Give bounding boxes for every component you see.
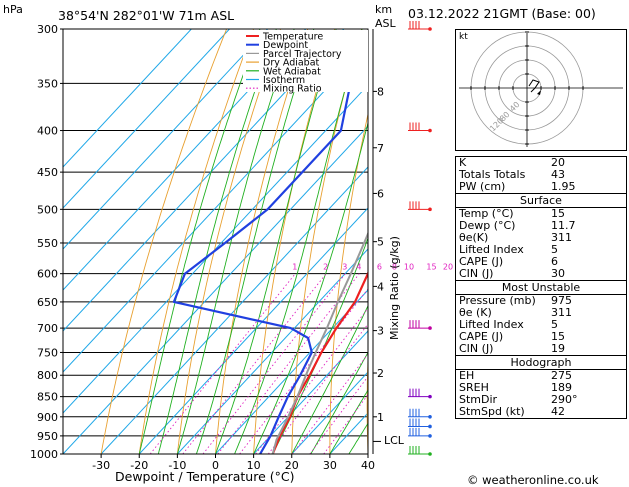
height-tick-label: 1: [377, 411, 384, 424]
pressure-tick-label: 450: [37, 166, 58, 179]
mixing-ratio-tick-label: 2: [323, 263, 328, 272]
pressure-tick-label: 600: [37, 268, 58, 281]
height-tick-label: 5: [377, 236, 384, 249]
mixing-ratio-tick-label: 6: [377, 263, 382, 272]
mixing-ratio-tick-label: 1: [292, 263, 297, 272]
temperature-tick-label: 40: [361, 459, 375, 472]
pressure-tick-label: 300: [37, 23, 58, 36]
hodograph-unit-label: kt: [459, 32, 468, 42]
wind-barb-icon: [408, 320, 432, 330]
pressure-tick-label: 1000: [30, 448, 58, 461]
mixing-ratio-tick-label: 20: [443, 263, 453, 272]
date-title: 03.12.2022 21GMT (Base: 00): [408, 6, 596, 21]
pressure-tick-label: 500: [37, 203, 58, 216]
pressure-tick-label: 900: [37, 411, 58, 424]
wind-barb-icon: [408, 428, 432, 438]
mixing-ratio-tick-label: 10: [404, 263, 414, 272]
lcl-label: LCL: [384, 434, 405, 447]
location-title: 38°54'N 282°01'W 71m ASL: [58, 8, 234, 23]
mixing-ratio-axis-label: Mixing Ratio (g/kg): [388, 236, 401, 340]
km-label: km: [375, 3, 392, 16]
height-tick-label: 3: [377, 325, 384, 338]
mixing-ratio-line: [183, 274, 326, 454]
unstable-row: CIN (J)19: [456, 343, 626, 355]
wind-barb-icon: [408, 389, 432, 399]
pressure-tick-label: 650: [37, 296, 58, 309]
legend-item: Mixing Ratio: [263, 84, 322, 95]
index-row: PW (cm)1.95: [456, 181, 626, 193]
pressure-tick-label: 400: [37, 125, 58, 138]
dry-adiabat-line: [403, 29, 443, 454]
surface-row: CIN (J)30: [456, 268, 626, 280]
hodograph-header: Hodograph: [456, 355, 626, 370]
unstable-header: Most Unstable: [456, 280, 626, 295]
pressure-tick-label: 950: [37, 430, 58, 443]
mixing-ratio-labels: 12346810152025: [292, 263, 466, 272]
wet-adiabat-line: [139, 29, 260, 454]
mixing-ratio-line: [256, 274, 395, 454]
wind-barb-icon: [408, 409, 432, 419]
height-tick-label: 7: [377, 142, 384, 155]
asl-label: ASL: [375, 17, 397, 30]
pressure-tick-label: 850: [37, 391, 58, 404]
x-axis-label: Dewpoint / Temperature (°C): [115, 469, 294, 484]
height-tick-label: 2: [377, 367, 384, 380]
mixing-ratio-tick-label: 15: [426, 263, 436, 272]
copyright: © weatheronline.co.uk: [467, 473, 599, 487]
pressure-tick-label: 800: [37, 369, 58, 382]
hpa-label: hPa: [3, 3, 23, 16]
wind-barb-icon: [408, 418, 432, 428]
wind-barb-icon: [408, 123, 432, 133]
pressure-tick-label: 750: [37, 346, 58, 359]
height-tick-label: 4: [377, 280, 384, 293]
wind-barb-icon: [408, 201, 432, 211]
temperature-tick-label: 30: [323, 459, 337, 472]
height-tick-label: 8: [377, 85, 384, 98]
height-tick-label: 6: [377, 187, 384, 200]
mixing-ratio-tick-label: 3: [342, 263, 347, 272]
temperature-tick-label: -30: [92, 459, 110, 472]
pressure-tick-label: 700: [37, 322, 58, 335]
hodograph-row: StmSpd (kt)42: [456, 406, 626, 418]
isotherm-line: [0, 29, 191, 454]
pressure-tick-label: 350: [37, 77, 58, 90]
surface-header: Surface: [456, 193, 626, 208]
wind-barb-icon: [408, 446, 432, 456]
wind-barb-icon: [408, 21, 432, 31]
mixing-ratio-tick-label: 4: [356, 263, 361, 272]
pressure-tick-label: 550: [37, 237, 58, 250]
